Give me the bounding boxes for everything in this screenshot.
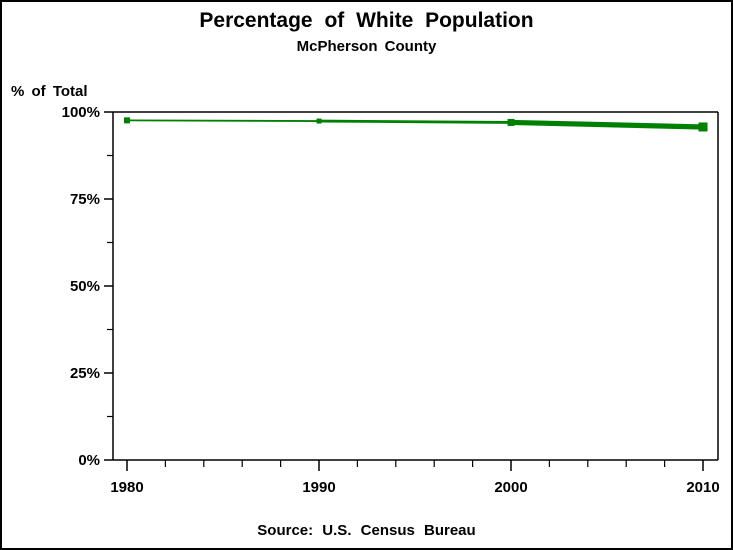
y-tick-label: 0% — [78, 452, 100, 469]
y-tick-label: 75% — [70, 191, 100, 208]
y-tick-label: 100% — [62, 104, 100, 121]
source-footnote: Source: U.S. Census Bureau — [257, 522, 476, 539]
data-point-marker — [507, 118, 515, 126]
data-line-segment — [318, 119, 512, 124]
x-tick-label: 1990 — [302, 479, 335, 496]
y-tick-label: 50% — [70, 278, 100, 295]
data-point-marker — [124, 117, 130, 124]
chart-subtitle: McPherson County — [296, 38, 437, 55]
x-tick-label: 2010 — [686, 479, 719, 496]
x-tick-label: 2000 — [494, 479, 527, 496]
data-point-marker — [316, 118, 322, 124]
x-tick-label: 1980 — [110, 479, 143, 496]
data-point-marker — [698, 122, 708, 132]
y-tick-label: 25% — [70, 365, 100, 382]
data-line-segment — [126, 119, 320, 122]
y-axis-title: % of Total — [11, 83, 88, 100]
chart-title: Percentage of White Population — [199, 9, 534, 32]
data-line-segment — [510, 119, 704, 130]
